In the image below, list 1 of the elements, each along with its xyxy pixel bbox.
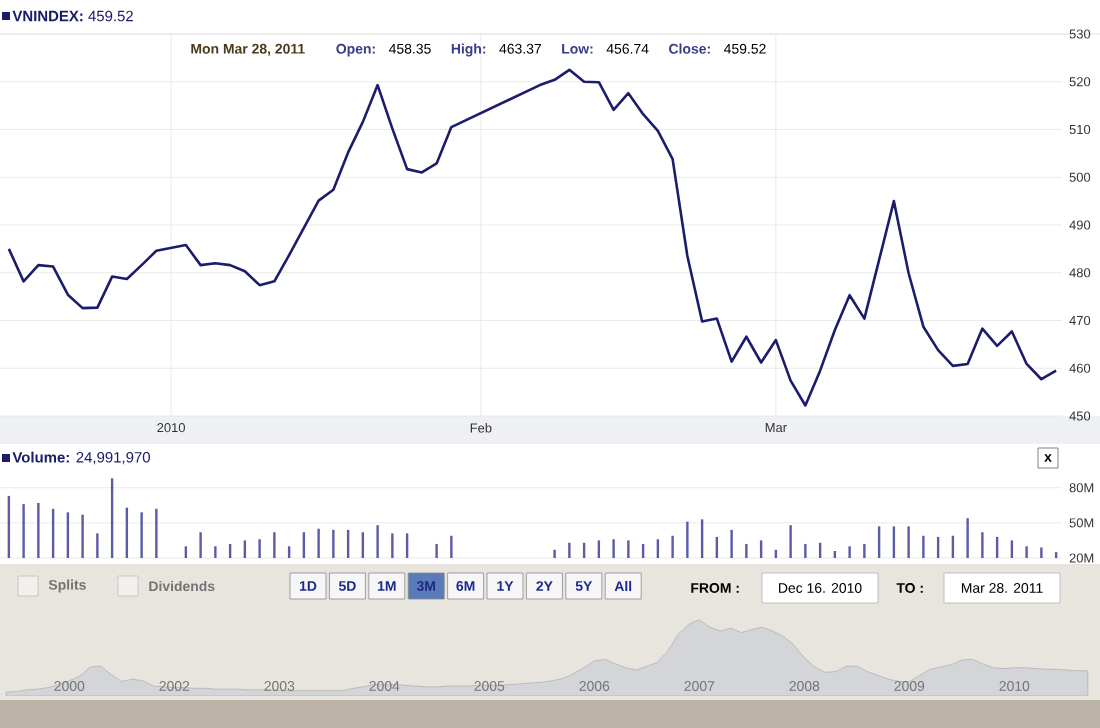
line-series [7,68,1058,407]
